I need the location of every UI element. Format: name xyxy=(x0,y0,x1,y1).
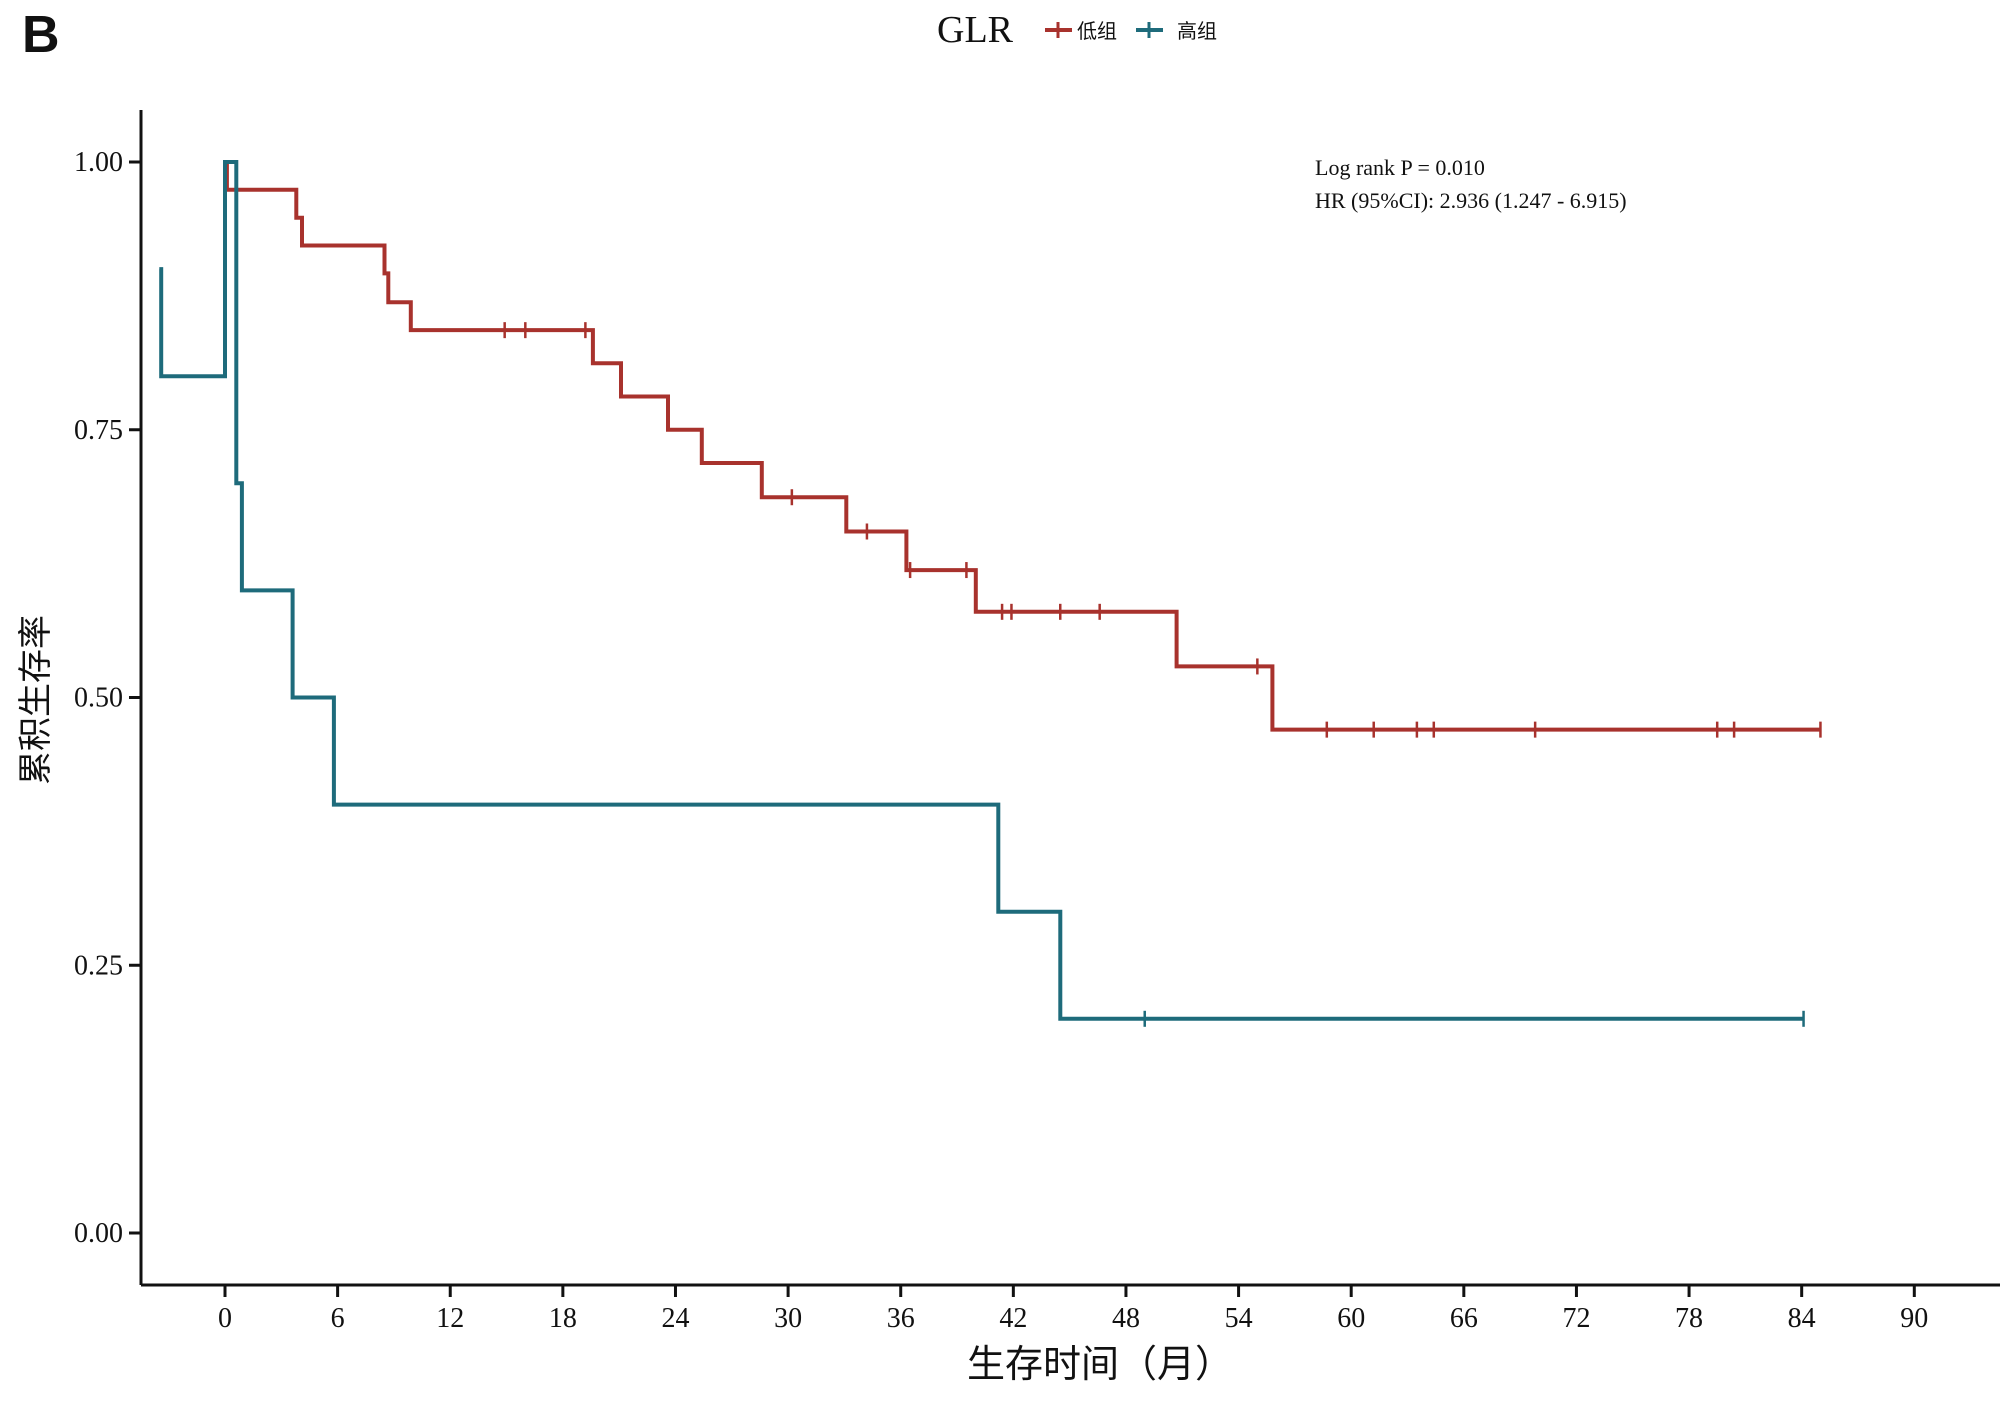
survival-curve-high xyxy=(159,160,1804,1021)
panel-label: B xyxy=(22,6,60,64)
x-tick-label: 72 xyxy=(1562,1303,1590,1334)
annotation-logrank: Log rank P = 0.010 xyxy=(1315,155,1485,180)
x-axis-label: 生存时间（月） xyxy=(967,1342,1233,1386)
x-tick-label: 18 xyxy=(549,1303,577,1334)
y-tick-label: 1.00 xyxy=(74,147,123,178)
y-tick-label: 0.75 xyxy=(74,415,123,446)
x-tick-label: 36 xyxy=(887,1303,915,1334)
x-tick-label: 6 xyxy=(331,1303,345,1334)
x-tick-label: 66 xyxy=(1450,1303,1478,1334)
annotation-hr: HR (95%CI): 2.936 (1.247 - 6.915) xyxy=(1315,188,1627,213)
x-tick-label: 54 xyxy=(1225,1303,1253,1334)
legend-title: GLR xyxy=(937,9,1014,51)
legend-entry-high: 高组 xyxy=(1177,19,1217,43)
legend: GLR 低组 高组 xyxy=(937,9,1217,51)
x-axis-ticks: 0 6 12 18 24 30 36 42 48 54 60 66 72 78 84 90 xyxy=(218,1285,1928,1334)
y-tick-label: 0.00 xyxy=(74,1218,123,1249)
y-axis-label: 累积生存率 xyxy=(16,615,56,785)
x-tick-label: 78 xyxy=(1675,1303,1703,1334)
x-tick-label: 30 xyxy=(774,1303,802,1334)
x-tick-label: 48 xyxy=(1112,1303,1140,1334)
x-tick-label: 90 xyxy=(1900,1303,1928,1334)
legend-entry-low: 低组 xyxy=(1077,19,1117,43)
survival-curve-low xyxy=(224,160,1821,732)
y-tick-label: 0.25 xyxy=(74,950,123,981)
x-tick-label: 0 xyxy=(218,1303,232,1334)
x-tick-label: 84 xyxy=(1788,1303,1816,1334)
y-axis-ticks: 0.00 0.25 0.50 0.75 1.00 xyxy=(74,147,141,1249)
x-tick-label: 42 xyxy=(999,1303,1027,1334)
y-tick-label: 0.50 xyxy=(74,683,123,714)
x-tick-label: 24 xyxy=(661,1303,689,1334)
survival-curves xyxy=(159,160,1822,1027)
x-tick-label: 60 xyxy=(1337,1303,1365,1334)
x-tick-label: 12 xyxy=(436,1303,464,1334)
